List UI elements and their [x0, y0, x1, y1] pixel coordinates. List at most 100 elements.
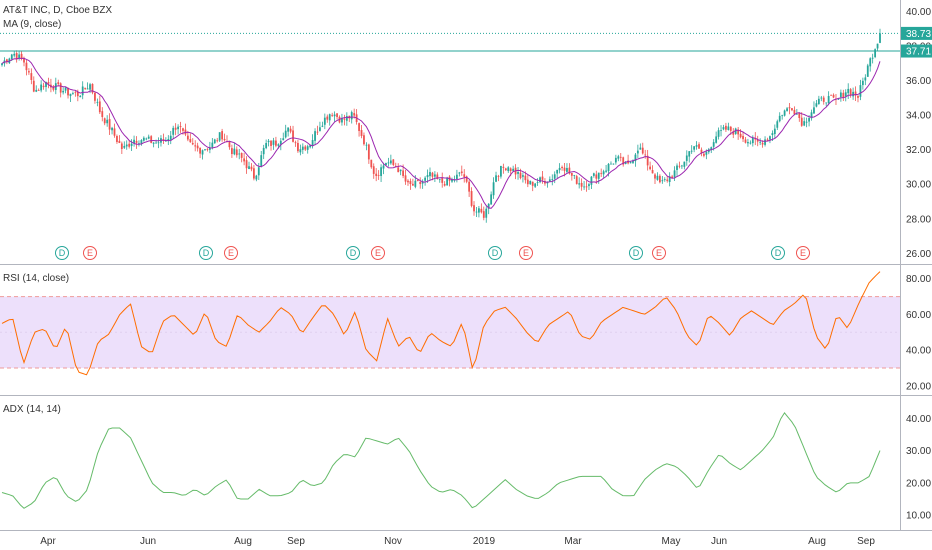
- candle-body: [803, 121, 806, 126]
- candle-body: [580, 182, 583, 187]
- candle-body: [800, 117, 803, 126]
- candle-body: [120, 143, 123, 150]
- candle-body: [282, 138, 285, 141]
- candle-body: [18, 54, 21, 59]
- candle-body: [776, 121, 779, 128]
- candle-body: [419, 181, 422, 185]
- candle-body: [852, 91, 854, 97]
- candle-body: [57, 82, 60, 85]
- candle-body: [698, 144, 700, 149]
- candle-body: [639, 147, 642, 150]
- ma-indicator-title[interactable]: MA (9, close): [3, 19, 61, 30]
- candle-body: [228, 141, 231, 148]
- candle-body: [245, 160, 248, 169]
- candle-body: [426, 175, 429, 178]
- candle-body: [558, 167, 561, 171]
- price-tick-label: 32.00: [906, 145, 931, 156]
- ma-line: [1, 57, 881, 209]
- candle-body: [172, 127, 175, 135]
- candle-body: [517, 172, 519, 174]
- candle-body: [358, 123, 360, 131]
- candle-body: [773, 128, 776, 135]
- candle-body: [661, 180, 664, 182]
- candle-body: [211, 142, 214, 148]
- candle-body: [553, 174, 556, 179]
- candle-body: [512, 168, 515, 171]
- candle-body: [385, 163, 387, 166]
- candle-body: [766, 139, 769, 141]
- candle-body: [578, 183, 581, 185]
- candle-body: [326, 116, 329, 120]
- candle-body: [793, 109, 796, 115]
- candle-body: [526, 179, 529, 185]
- price-tick-label: 34.00: [906, 111, 931, 122]
- candle-body: [363, 135, 365, 145]
- dividend-badge: [346, 246, 360, 260]
- price-candles: [1, 28, 881, 223]
- rsi-axis[interactable]: 80.00 60.00 40.00 20.00: [906, 274, 931, 392]
- candle-body: [133, 139, 135, 144]
- candle-body: [389, 160, 392, 164]
- adx-tick-label: 10.00: [906, 511, 931, 522]
- candle-body: [597, 172, 600, 179]
- candle-body: [238, 153, 241, 155]
- candle-body: [240, 153, 243, 158]
- candle-body: [260, 155, 263, 167]
- candle-body: [311, 140, 314, 146]
- candle-body: [365, 144, 368, 146]
- candle-body: [343, 118, 346, 120]
- candle-body: [504, 168, 507, 171]
- candle-body: [627, 160, 629, 164]
- candle-body: [614, 157, 617, 163]
- candle-body: [152, 142, 155, 144]
- candle-body: [703, 153, 705, 156]
- candle-body: [375, 173, 378, 176]
- candle-body: [89, 84, 91, 90]
- candle-body: [573, 175, 576, 176]
- candle-body: [301, 146, 304, 150]
- candle-body: [654, 174, 656, 179]
- candle-body: [169, 135, 172, 140]
- candle-body: [869, 58, 872, 67]
- candle-body: [742, 135, 744, 140]
- symbol-title[interactable]: AT&T INC, D, Cboe BZX: [3, 5, 112, 16]
- dividend-badge: [199, 246, 213, 260]
- candle-body: [656, 175, 659, 180]
- candle-body: [463, 174, 466, 178]
- candle-body: [182, 128, 184, 131]
- candle-body: [866, 65, 869, 77]
- candle-body: [438, 178, 441, 180]
- candle-body: [551, 179, 554, 180]
- rsi-indicator-title[interactable]: RSI (14, close): [3, 273, 69, 284]
- candle-body: [103, 118, 106, 124]
- candle-body: [262, 147, 265, 155]
- candle-body: [822, 97, 825, 102]
- candle-body: [140, 140, 143, 144]
- candle-body: [751, 137, 754, 144]
- candle-body: [502, 166, 505, 168]
- candle-body: [844, 92, 847, 97]
- candle-body: [372, 166, 375, 174]
- earnings-badge-label: E: [800, 248, 806, 258]
- candle-body: [341, 117, 343, 123]
- candle-body: [629, 162, 632, 164]
- time-axis[interactable]: Apr Jun Aug Sep Nov 2019 Mar May Jun Aug Sep: [40, 536, 875, 547]
- time-tick-label: Sep: [857, 536, 875, 547]
- candle-body: [622, 157, 625, 165]
- candle-body: [189, 139, 192, 143]
- candle-body: [399, 169, 402, 172]
- candle-body: [194, 145, 197, 147]
- candle-body: [671, 176, 674, 179]
- time-tick-label: Jun: [711, 536, 727, 547]
- dividend-badge-label: D: [492, 248, 499, 258]
- candle-body: [431, 172, 434, 177]
- adx-indicator-title[interactable]: ADX (14, 14): [3, 404, 61, 415]
- candle-body: [111, 127, 113, 131]
- candle-body: [507, 167, 510, 172]
- adx-axis[interactable]: 40.00 30.00 20.00 10.00: [906, 414, 931, 522]
- candle-body: [367, 144, 370, 160]
- price-tick-label: 30.00: [906, 180, 931, 191]
- candle-body: [47, 82, 50, 84]
- candle-body: [529, 180, 532, 185]
